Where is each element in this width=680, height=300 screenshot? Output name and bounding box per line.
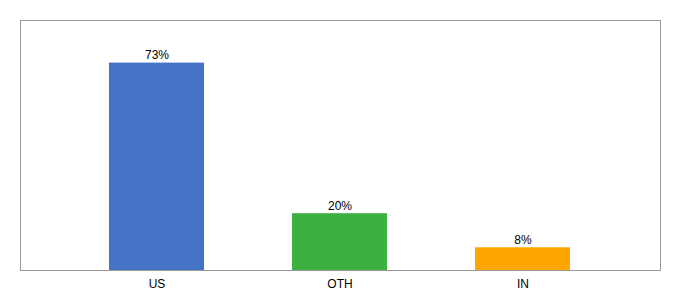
svg-text:20%: 20%: [328, 199, 352, 213]
svg-text:8%: 8%: [514, 233, 532, 247]
svg-text:73%: 73%: [145, 48, 169, 62]
svg-text:US: US: [149, 277, 166, 291]
svg-text:IN: IN: [517, 277, 529, 291]
svg-text:OTH: OTH: [327, 277, 352, 291]
